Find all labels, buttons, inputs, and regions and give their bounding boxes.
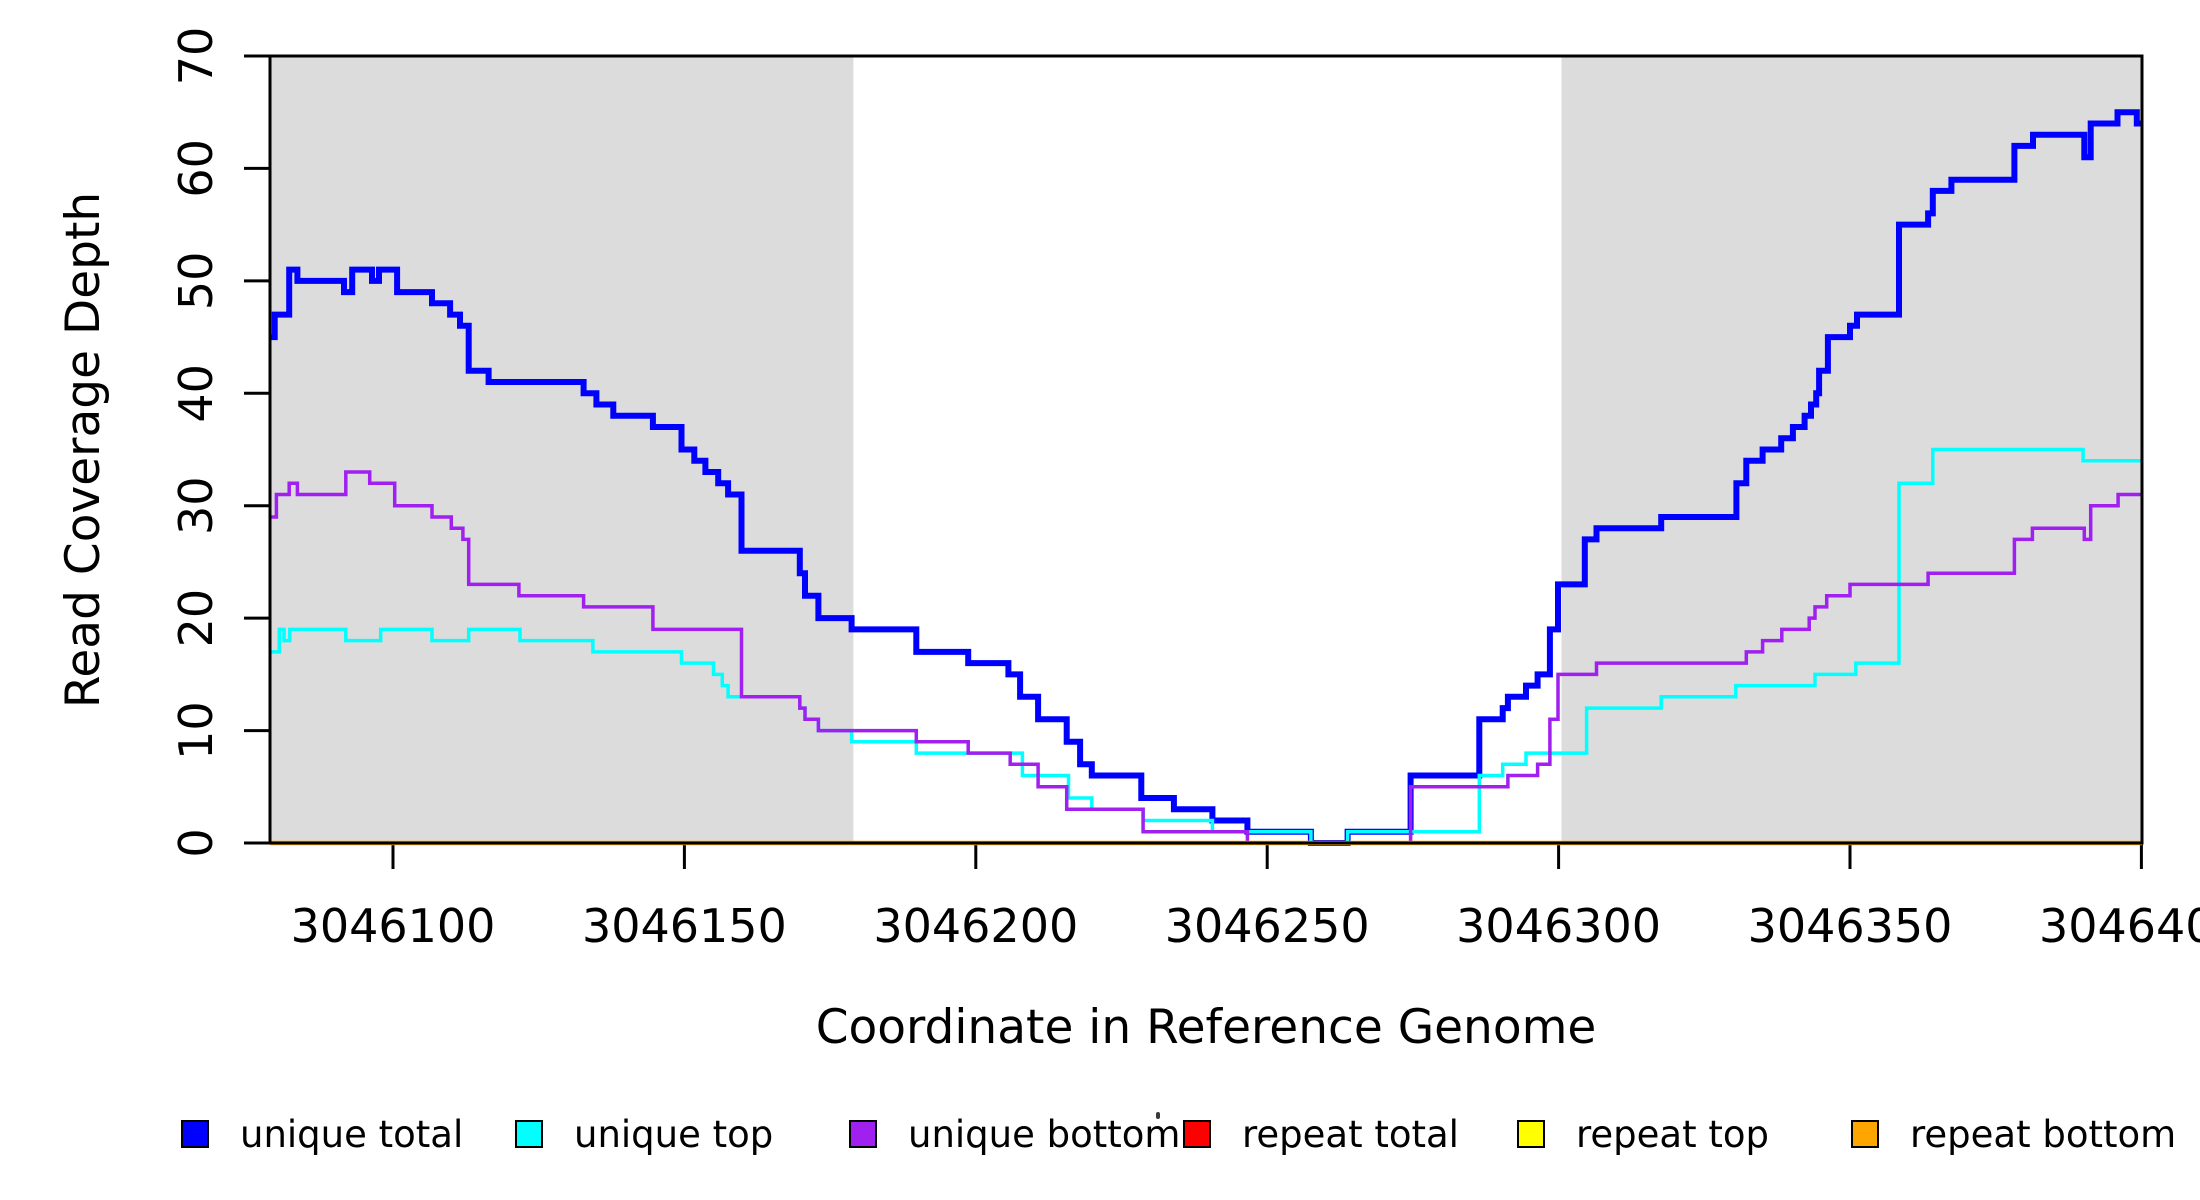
- legend-swatch-repeat-bottom: [1851, 1120, 1879, 1148]
- series-unique-total: [270, 109, 2142, 846]
- legend-item-repeat-top: repeat top: [1517, 1112, 1769, 1156]
- legend-item-repeat-total: repeat total: [1183, 1112, 1459, 1156]
- legend-swatch-repeat-top: [1517, 1120, 1545, 1148]
- y-tick-label-20: 20: [169, 589, 223, 648]
- legend-item-unique-total: unique total: [181, 1112, 463, 1156]
- y-tick-label-60: 60: [169, 139, 223, 198]
- plot-frame: [268, 54, 2144, 845]
- legend-swatch-unique-top: [515, 1120, 543, 1148]
- y-axis-title: Read Coverage Depth: [56, 191, 111, 709]
- x-tick-label-3046150: 3046150: [582, 899, 787, 953]
- x-tick-label-3046350: 3046350: [1748, 899, 1953, 953]
- legend-label-unique-total: unique total: [240, 1112, 464, 1156]
- legend-item-repeat-bottom: repeat bottom: [1851, 1112, 2176, 1156]
- legend-label-unique-bottom: unique bottom: [908, 1112, 1181, 1156]
- legend-artifact-dot: [1156, 1112, 1160, 1119]
- legend-item-unique-top: unique top: [515, 1112, 773, 1156]
- legend-label-repeat-total: repeat total: [1242, 1112, 1459, 1156]
- legend-swatch-unique-total: [181, 1120, 209, 1148]
- y-tick-label-50: 50: [169, 252, 223, 311]
- y-tick-label-70: 70: [169, 27, 223, 86]
- legend-label-repeat-bottom: repeat bottom: [1910, 1112, 2177, 1156]
- legend-swatch-unique-bottom: [849, 1120, 877, 1148]
- y-tick-label-40: 40: [169, 364, 223, 423]
- x-tick-label-3046250: 3046250: [1165, 899, 1370, 953]
- legend-label-repeat-top: repeat top: [1576, 1112, 1769, 1156]
- x-tick-label-3046300: 3046300: [1456, 899, 1661, 953]
- series-unique-bottom: [270, 470, 2142, 845]
- y-tick-label-30: 30: [169, 476, 223, 535]
- legend-label-unique-top: unique top: [574, 1112, 774, 1156]
- y-tick-label-10: 10: [169, 701, 223, 760]
- shaded-region-left: [270, 56, 854, 843]
- y-tick-label-0: 0: [169, 828, 223, 857]
- x-tick-label-3046100: 3046100: [291, 899, 496, 953]
- x-tick-label-3046200: 3046200: [873, 899, 1078, 953]
- x-axis-title: Coordinate in Reference Genome: [815, 1000, 1597, 1055]
- legend-item-unique-bottom: unique bottom: [849, 1112, 1180, 1156]
- legend-swatch-repeat-total: [1183, 1120, 1211, 1148]
